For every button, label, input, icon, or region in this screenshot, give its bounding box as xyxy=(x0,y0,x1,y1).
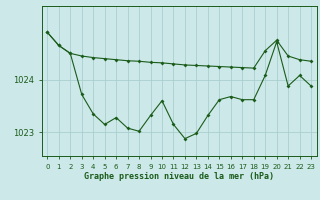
X-axis label: Graphe pression niveau de la mer (hPa): Graphe pression niveau de la mer (hPa) xyxy=(84,172,274,181)
